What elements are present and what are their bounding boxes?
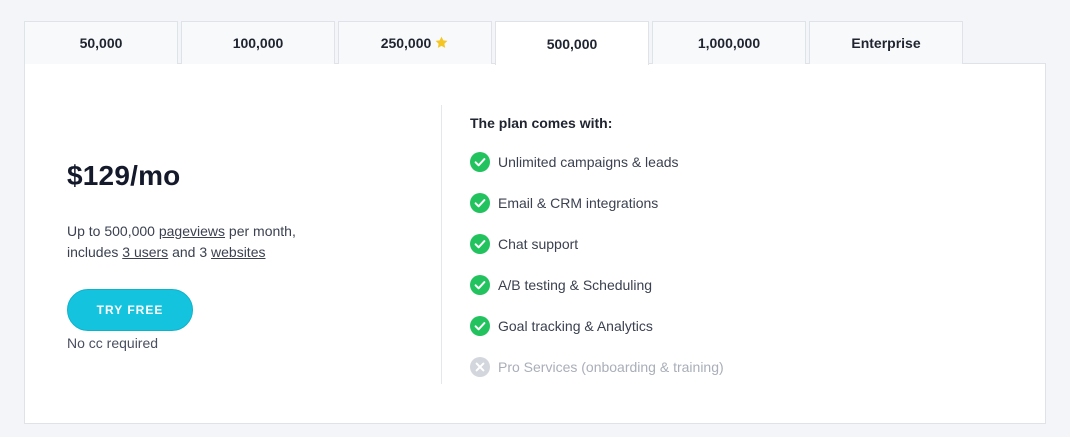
feature-item: Chat support — [470, 233, 578, 255]
tab-1000000[interactable]: 1,000,000 — [652, 21, 806, 64]
no-cc-note: No cc required — [67, 335, 159, 351]
feature-item: Email & CRM integrations — [470, 192, 658, 214]
feature-label: Email & CRM integrations — [498, 195, 659, 211]
tab-label: 50,000 — [79, 35, 123, 51]
tab-label: 100,000 — [232, 35, 284, 51]
tab-label: 1,000,000 — [697, 35, 761, 51]
users-link[interactable]: 3 users — [122, 244, 169, 260]
feature-label: Unlimited campaigns & leads — [498, 154, 679, 170]
features-title: The plan comes with: — [470, 115, 613, 131]
tab-250000[interactable]: 250,000 — [338, 21, 492, 64]
check-circle-icon — [470, 193, 490, 213]
tab-50000[interactable]: 50,000 — [24, 21, 178, 64]
feature-item: Goal tracking & Analytics — [470, 315, 653, 337]
check-circle-icon — [470, 316, 490, 336]
tab-label: Enterprise — [851, 35, 921, 51]
feature-label: A/B testing & Scheduling — [498, 277, 653, 293]
feature-label: Goal tracking & Analytics — [498, 318, 653, 334]
pageviews-link[interactable]: pageviews — [158, 223, 226, 239]
plan-description-line-2: includes 3 users and 3 websites — [67, 242, 296, 263]
plan-panel: $129/mo Up to 500,000 pageviews per mont… — [24, 63, 1046, 424]
plan-price: $129/mo — [67, 160, 181, 191]
websites-link[interactable]: websites — [211, 244, 266, 260]
feature-label: Pro Services (onboarding & training) — [498, 359, 724, 375]
divider — [441, 105, 442, 384]
tab-enterprise[interactable]: Enterprise — [809, 21, 963, 64]
star-icon — [435, 36, 448, 48]
check-circle-icon — [470, 275, 490, 295]
desc-text: includes — [67, 244, 123, 260]
pageview-tier-tabs: 50,000 100,000 250,000 500,000 1,000,000… — [24, 21, 966, 65]
try-free-button[interactable]: TRY FREE — [67, 289, 193, 331]
check-circle-icon — [470, 152, 490, 172]
plan-description: Up to 500,000 pageviews per month, inclu… — [67, 221, 296, 263]
tab-500000[interactable]: 500,000 — [495, 21, 649, 65]
tab-100000[interactable]: 100,000 — [181, 21, 335, 64]
desc-text: per month, — [225, 223, 296, 239]
x-circle-icon — [470, 357, 490, 377]
tab-label: 500,000 — [546, 35, 598, 52]
feature-label: Chat support — [498, 236, 579, 252]
check-circle-icon — [470, 234, 490, 254]
feature-item: Unlimited campaigns & leads — [470, 151, 679, 173]
feature-item: A/B testing & Scheduling — [470, 274, 652, 296]
desc-text: and 3 — [168, 244, 212, 260]
feature-item-excluded: Pro Services (onboarding & training) — [470, 356, 724, 378]
plan-description-line-1: Up to 500,000 pageviews per month, — [67, 221, 296, 242]
tab-label: 250,000 — [380, 35, 432, 51]
desc-text: Up to 500,000 — [67, 223, 159, 239]
